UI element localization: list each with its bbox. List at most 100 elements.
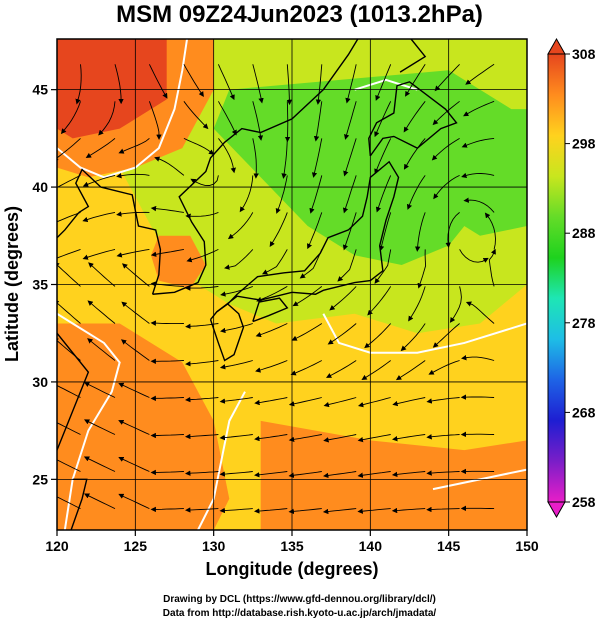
- streamline: [75, 64, 82, 105]
- streamline: [337, 249, 357, 282]
- streamline: [252, 101, 264, 141]
- streamline: [275, 175, 288, 214]
- streamline: [254, 508, 288, 514]
- streamline: [218, 101, 237, 136]
- streamline: [357, 471, 391, 478]
- streamline: [465, 63, 495, 85]
- streamline: [82, 174, 116, 187]
- streamline: [219, 507, 253, 514]
- streamline: [323, 397, 357, 408]
- streamline: [57, 459, 81, 472]
- x-tick-label: 135: [280, 538, 304, 554]
- streamline: [252, 64, 264, 104]
- streamline: [150, 248, 184, 257]
- streamline: [185, 396, 219, 403]
- streamline: [290, 360, 323, 376]
- coast-shikoku: [252, 297, 289, 323]
- streamline: [183, 101, 209, 130]
- streamline: [374, 249, 392, 284]
- streamline: [484, 212, 496, 250]
- streamline: [190, 175, 219, 186]
- streamline: [185, 433, 219, 440]
- y-tick-label: 45: [32, 82, 48, 98]
- streamline: [426, 506, 460, 513]
- streamline: [433, 174, 460, 200]
- contour-line: [354, 78, 418, 91]
- streamline: [57, 138, 81, 162]
- streamline: [185, 323, 219, 330]
- streamline: [426, 397, 460, 404]
- y-tick-label: 30: [32, 374, 48, 390]
- streamline: [87, 338, 116, 361]
- streamline: [286, 64, 293, 106]
- streamline: [184, 285, 219, 291]
- streamline: [459, 249, 489, 263]
- colorbar-bar: [547, 53, 566, 503]
- x-tick-label: 150: [515, 538, 539, 554]
- streamline: [220, 285, 253, 297]
- streamline: [185, 470, 219, 476]
- streamline: [391, 471, 426, 478]
- colorbar-tick-label: 308: [572, 46, 596, 62]
- streamline: [426, 434, 460, 440]
- streamline: [288, 434, 322, 443]
- streamline: [465, 301, 495, 324]
- streamline: [408, 286, 426, 322]
- streamline: [116, 211, 150, 217]
- streamline: [345, 64, 357, 104]
- streamline: [219, 397, 253, 404]
- streamline: [121, 263, 150, 287]
- streamline: [374, 101, 392, 138]
- x-tick-label: 125: [124, 538, 148, 554]
- streamline: [217, 64, 235, 101]
- streamline: [98, 101, 116, 136]
- streamline: [342, 175, 357, 214]
- streamline: [83, 493, 116, 510]
- streamline: [57, 261, 81, 287]
- colorbar-bottom-arrow: [547, 501, 566, 519]
- streamline: [57, 248, 81, 259]
- coastlines: [57, 39, 458, 530]
- streamline: [57, 385, 81, 398]
- contour-line: [57, 312, 121, 530]
- streamline: [118, 419, 150, 435]
- streamline: [461, 355, 495, 361]
- streamline: [219, 434, 253, 441]
- streamline: [281, 138, 288, 179]
- region-cold-pacific: [401, 109, 527, 236]
- streamline: [150, 395, 184, 402]
- streamline: [375, 175, 392, 213]
- streamline: [185, 360, 219, 367]
- lat-lon-grid: [57, 39, 527, 530]
- streamline: [185, 507, 219, 513]
- streamline: [114, 64, 124, 105]
- streamline: [488, 248, 496, 287]
- streamline: [57, 496, 81, 510]
- streamline: [219, 360, 253, 370]
- streamline: [463, 197, 495, 213]
- streamline: [343, 138, 357, 177]
- streamline: [392, 397, 426, 407]
- region-warm-korea: [151, 235, 206, 289]
- streamline: [428, 360, 460, 375]
- colorbar-tick-label: 298: [572, 136, 596, 152]
- streamline: [400, 323, 426, 352]
- streamline: [118, 456, 150, 472]
- streamline: [220, 323, 253, 334]
- streamline: [218, 138, 236, 174]
- streamline: [315, 64, 323, 105]
- x-axis-label: Longitude (degrees): [205, 559, 378, 579]
- streamline: [150, 506, 184, 513]
- colorbar-tick-label: 278: [572, 315, 596, 331]
- streamline: [309, 175, 323, 214]
- streamline: [375, 64, 392, 101]
- streamline: [148, 64, 168, 99]
- plot-area: [57, 39, 527, 530]
- streamline: [254, 397, 288, 406]
- coast-shandong: [57, 211, 80, 239]
- y-tick-label: 25: [32, 471, 48, 487]
- x-tick-label: 130: [202, 538, 226, 554]
- streamline: [83, 382, 116, 398]
- colorbar: 308 298 288 278 268 258: [547, 37, 596, 519]
- streamline: [434, 63, 460, 92]
